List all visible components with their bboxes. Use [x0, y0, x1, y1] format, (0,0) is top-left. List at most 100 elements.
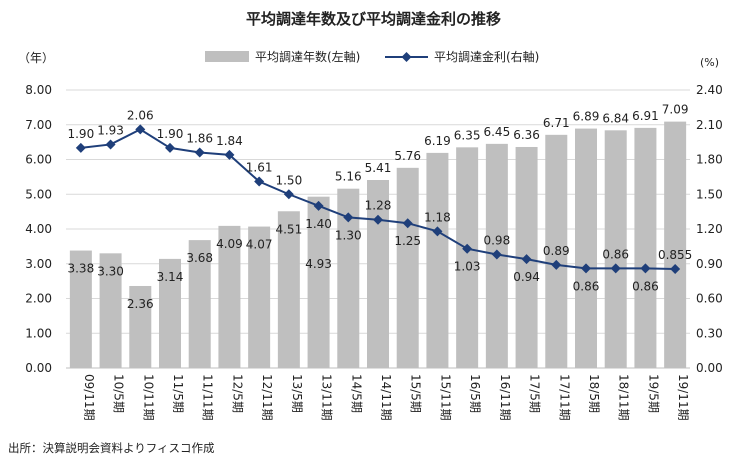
chart-title: 平均調達年数及び平均調達金利の推移	[245, 10, 501, 28]
bar-data-label: 2.36	[127, 297, 154, 311]
source-note: 出所：決算説明会資料よりフィスコ作成	[8, 441, 215, 455]
rate-data-label: 1.90	[67, 127, 94, 141]
left-tick-label: 8.00	[25, 83, 52, 97]
left-tick-label: 1.00	[25, 326, 52, 340]
category-label: 18/5期	[587, 374, 601, 413]
bar	[337, 188, 360, 368]
bar	[99, 253, 122, 368]
left-tick-label: 3.00	[25, 257, 52, 271]
category-label: 13/5期	[290, 374, 304, 413]
bar	[307, 196, 330, 368]
right-tick-label: 0.30	[696, 326, 723, 340]
right-tick-label: 1.20	[696, 222, 723, 236]
category-label: 15/5期	[409, 374, 423, 413]
category-label: 15/11期	[438, 374, 452, 421]
category-label: 13/11期	[320, 374, 334, 421]
bar	[664, 121, 687, 368]
rate-data-label: 1.93	[97, 123, 124, 137]
category-label: 14/11期	[379, 374, 393, 421]
bar-data-label: 6.35	[454, 128, 481, 142]
right-tick-label: 2.40	[696, 83, 723, 97]
rate-marker	[551, 259, 562, 270]
left-tick-label: 4.00	[25, 222, 52, 236]
rate-marker	[462, 243, 473, 254]
bar-data-label: 6.71	[543, 116, 570, 130]
bar-data-label: 3.68	[186, 251, 213, 265]
bar-data-label: 4.93	[305, 257, 332, 271]
rate-data-label: 1.30	[335, 228, 362, 242]
bar-data-label: 3.14	[157, 270, 184, 284]
rate-marker	[194, 147, 205, 158]
rate-data-label: 1.50	[275, 173, 302, 187]
bar	[426, 152, 449, 368]
bar	[159, 258, 181, 368]
rate-data-label: 1.18	[424, 210, 451, 224]
rate-data-label: 1.61	[246, 161, 273, 175]
rate-data-label: 1.28	[365, 199, 392, 213]
bar-data-label: 3.38	[67, 262, 94, 276]
bar	[575, 128, 597, 368]
rate-marker	[165, 142, 175, 153]
legend-line-label: 平均調達金利(右軸)	[434, 49, 539, 64]
right-tick-label: 2.10	[696, 118, 723, 132]
category-label: 10/5期	[112, 374, 126, 413]
bar-data-label: 6.84	[602, 111, 629, 125]
rate-data-label: 0.94	[513, 270, 540, 284]
combo-chart: （年） (%) 平均調達年数(左軸) 平均調達金利(右軸) 3.38 3.30 2.…	[18, 49, 723, 421]
category-label: 11/5期	[171, 374, 185, 413]
category-label: 09/11期	[82, 374, 96, 421]
rate-marker	[343, 212, 354, 223]
bar	[396, 167, 419, 368]
bar	[129, 285, 152, 368]
bar-data-label: 7.09	[662, 103, 689, 117]
legend-bar-swatch	[205, 51, 249, 62]
rate-marker	[670, 263, 681, 274]
category-label: 16/11期	[498, 374, 512, 421]
right-axis-unit: (%)	[700, 56, 719, 69]
rate-marker	[105, 139, 116, 150]
legend-bar-label: 平均調達年数(左軸)	[255, 49, 360, 64]
right-tick-label: 1.80	[696, 153, 723, 167]
bar-data-label: 6.45	[483, 125, 510, 139]
category-label: 19/11期	[676, 374, 690, 421]
rate-marker	[491, 249, 502, 260]
rate-data-label: 1.40	[305, 217, 332, 231]
left-tick-label: 2.00	[25, 292, 52, 306]
legend: 平均調達年数(左軸) 平均調達金利(右軸)	[205, 49, 539, 64]
rate-marker	[75, 142, 86, 153]
left-tick-label: 0.00	[25, 361, 52, 375]
category-label: 12/5期	[230, 374, 244, 413]
rate-marker	[402, 218, 413, 229]
bar	[545, 134, 568, 368]
rate-data-label: 0.855	[658, 248, 692, 262]
right-tick-label: 0.00	[696, 361, 723, 375]
category-label: 10/11期	[141, 374, 155, 421]
bar	[248, 226, 271, 368]
rate-marker	[521, 254, 532, 265]
bar	[367, 180, 389, 368]
bar	[604, 130, 627, 368]
right-tick-label: 0.90	[696, 257, 723, 271]
rate-data-label: 0.89	[543, 244, 570, 258]
category-label: 11/11期	[201, 374, 215, 421]
bar-data-label: 4.07	[246, 238, 273, 252]
category-label: 17/11期	[557, 374, 571, 421]
category-label: 12/11期	[260, 374, 274, 421]
rate-data-label: 1.90	[157, 127, 184, 141]
rate-marker	[581, 263, 591, 274]
right-tick-label: 0.60	[696, 292, 723, 306]
left-tick-label: 5.00	[25, 187, 52, 201]
rate-data-label: 0.86	[632, 279, 659, 293]
rate-marker	[640, 263, 651, 274]
rate-marker	[283, 189, 294, 200]
bar	[218, 225, 241, 368]
category-label: 17/5期	[528, 374, 542, 413]
bar	[634, 127, 657, 368]
bar	[188, 240, 211, 368]
rate-marker	[254, 176, 265, 187]
rate-data-label: 2.06	[127, 108, 154, 122]
rate-data-label: 1.84	[216, 134, 243, 148]
bar-data-label: 5.76	[394, 149, 421, 163]
rate-marker	[224, 149, 235, 160]
